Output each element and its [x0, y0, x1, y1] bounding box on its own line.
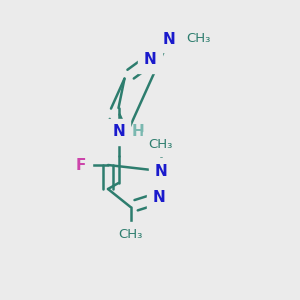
- Text: CH₃: CH₃: [118, 227, 143, 241]
- Text: N: N: [144, 52, 156, 68]
- Text: N: N: [163, 32, 176, 46]
- Text: N: N: [112, 124, 125, 140]
- Text: N: N: [153, 190, 165, 206]
- Text: CH₃: CH₃: [186, 32, 210, 46]
- Text: H: H: [132, 124, 144, 140]
- Text: CH₃: CH₃: [148, 137, 173, 151]
- Text: N: N: [154, 164, 167, 178]
- Text: F: F: [76, 158, 86, 172]
